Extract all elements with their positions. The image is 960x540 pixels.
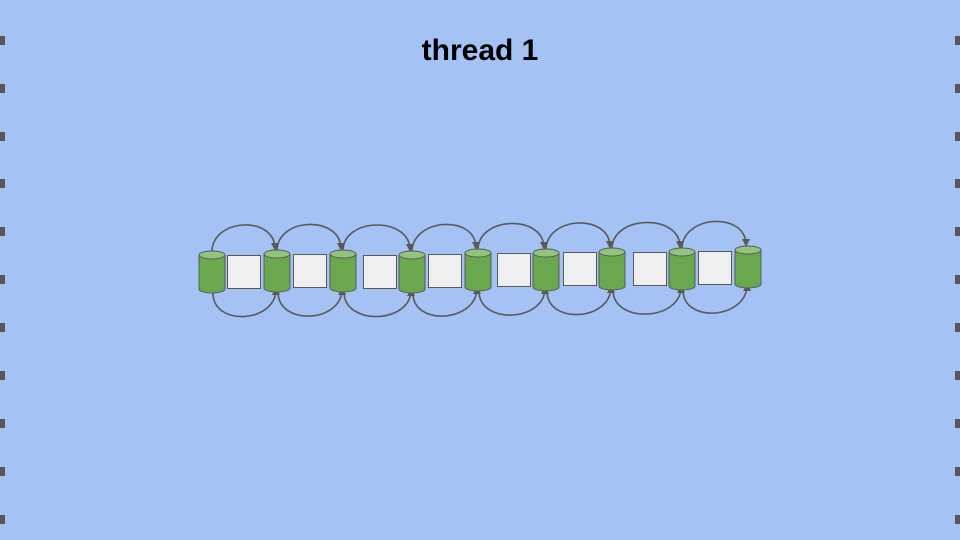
edge-mark [0,467,5,476]
arrow-over [545,222,614,251]
arrow-under [212,287,280,318]
arrow-over [211,224,279,253]
square-shape [428,254,462,288]
arrow-over [276,223,345,252]
square-shape [698,251,732,285]
cylinder-shape [598,247,626,291]
edge-mark [955,275,960,284]
shapes-group [198,245,762,294]
edge-mark [0,36,5,45]
slide-title: thread 1 [421,34,539,67]
edge-mark [955,132,960,141]
edge-mark [0,371,5,380]
arrow-under [478,286,549,316]
arrow-over [342,224,414,252]
edge-mark [0,132,5,141]
edge-mark [955,515,960,524]
edge-mark [955,371,960,380]
arrow-under [343,288,415,318]
arrow-under [277,287,346,317]
arrows-group [211,220,751,318]
cylinder-shape [734,245,762,289]
square-shape [363,255,397,289]
arrow-over [611,221,684,250]
arrow-over [681,220,750,250]
arrow-over [477,222,548,251]
cylinder-shape [668,247,696,291]
cylinder-shape [198,250,226,294]
arrow-under [546,285,615,316]
edge-mark [955,419,960,428]
edge-mark [0,84,5,93]
cylinder-shape [464,248,492,292]
square-shape [563,252,597,286]
square-shape [497,253,531,287]
arrow-over [411,223,480,253]
arrow-under [412,286,481,317]
cylinder-shape [532,248,560,292]
edge-mark [0,227,5,236]
edge-mark [0,323,5,332]
square-shape [227,255,261,289]
edge-mark [955,179,960,188]
cylinder-shape [398,250,426,294]
edge-mark [0,179,5,188]
edge-mark [955,467,960,476]
cylinder-shape [263,249,291,293]
edge-mark [0,275,5,284]
cylinder-shape [329,249,357,293]
arrow-under [612,285,685,315]
edge-mark [955,36,960,45]
arrow-under [682,283,751,314]
square-shape [293,254,327,288]
edge-mark [0,419,5,428]
edge-mark [955,84,960,93]
square-shape [633,252,667,286]
edge-mark [955,323,960,332]
edge-mark [955,227,960,236]
edge-mark [0,515,5,524]
